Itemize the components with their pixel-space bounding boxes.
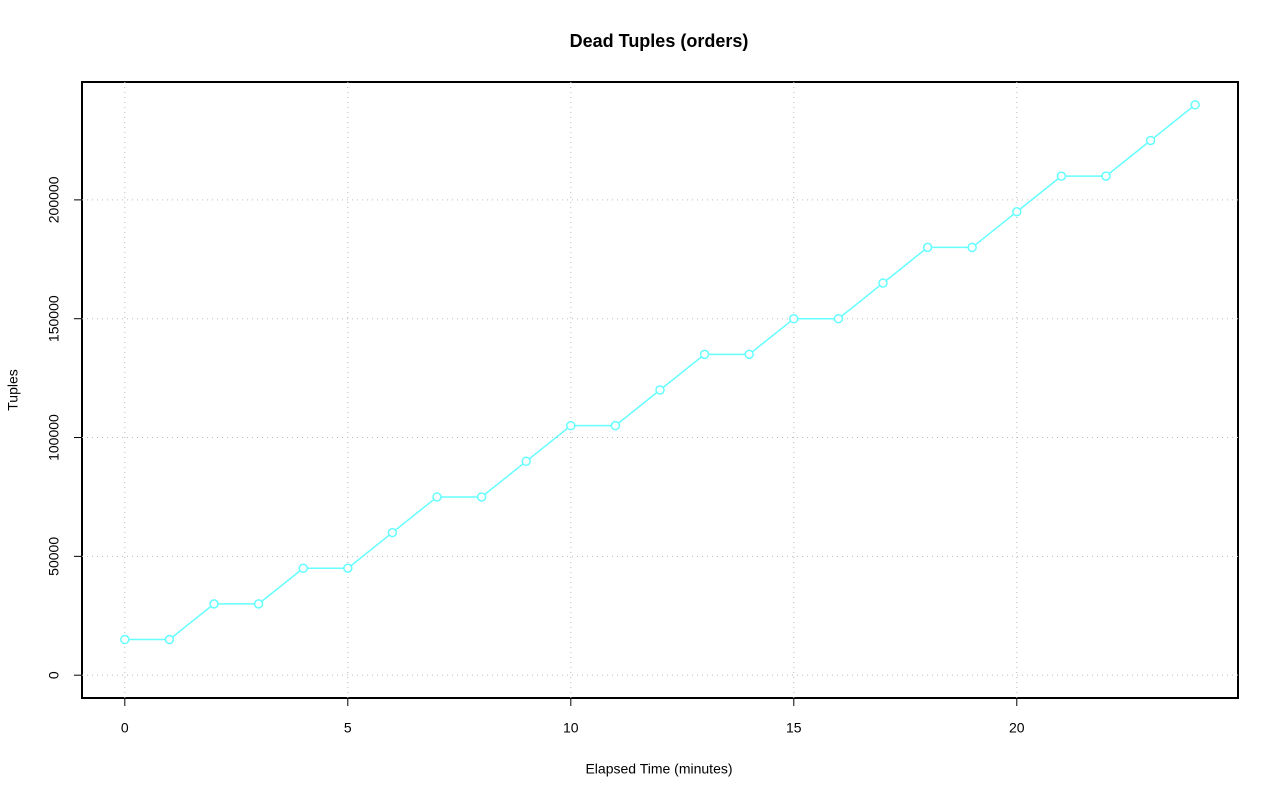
data-point: [566, 420, 576, 431]
data-point: [878, 278, 888, 288]
data-point: [655, 385, 665, 395]
x-tick-label: 5: [344, 720, 352, 736]
data-point: [610, 420, 621, 431]
data-point: [120, 634, 130, 645]
data-point: [298, 563, 308, 573]
data-point: [521, 456, 531, 467]
data-point: [699, 349, 710, 360]
y-tick-label: 100000: [46, 414, 62, 461]
data-point: [1101, 171, 1111, 181]
data-point: [967, 242, 977, 253]
chart-title: Dead Tuples (orders): [570, 31, 749, 51]
x-tick-label: 15: [786, 720, 802, 736]
x-tick-label: 0: [121, 720, 129, 736]
data-point: [1012, 207, 1022, 217]
data-point: [387, 527, 398, 538]
y-axis-title: Tuples: [5, 369, 21, 411]
y-tick-label: 200000: [46, 176, 62, 223]
data-point: [432, 492, 442, 502]
x-tick-label: 20: [1009, 720, 1025, 736]
x-axis-title: Elapsed Time (minutes): [585, 761, 732, 777]
data-point: [789, 313, 799, 324]
y-tick-label: 0: [46, 671, 62, 679]
y-tick-label: 50000: [46, 537, 62, 576]
x-tick-label: 10: [563, 720, 579, 736]
data-point: [343, 563, 353, 573]
data-point: [1145, 135, 1156, 146]
data-point: [1190, 100, 1200, 110]
data-point: [164, 634, 175, 645]
y-tick-label: 150000: [46, 295, 62, 342]
data-point: [833, 313, 844, 324]
data-point: [476, 492, 487, 502]
data-point: [209, 599, 219, 609]
data-line: [124, 104, 1196, 641]
data-point: [744, 349, 754, 360]
data-point: [253, 599, 264, 609]
plot-frame: [81, 81, 1239, 699]
data-point: [922, 242, 933, 253]
data-point: [1056, 171, 1067, 181]
